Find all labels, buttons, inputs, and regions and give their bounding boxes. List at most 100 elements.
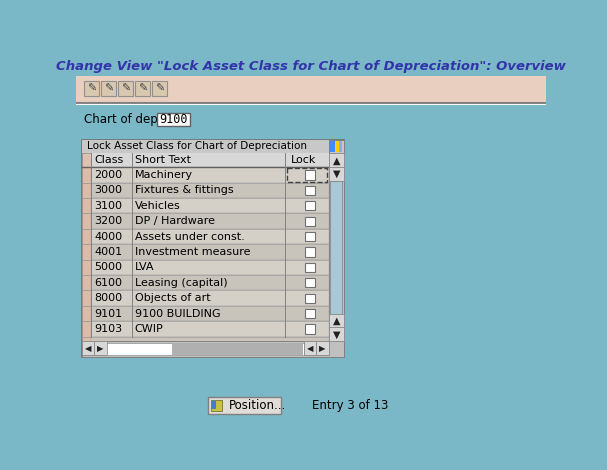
Text: 6100: 6100 [95, 278, 123, 288]
Text: Objects of art: Objects of art [135, 293, 211, 303]
Text: 9100: 9100 [159, 113, 188, 126]
Bar [101, 81, 116, 96]
Bar [211, 400, 222, 411]
Text: ▲: ▲ [333, 315, 340, 326]
Bar [336, 141, 339, 152]
Bar [92, 244, 328, 260]
Text: Entry 3 of 13: Entry 3 of 13 [312, 399, 388, 412]
Bar [152, 81, 168, 96]
Text: Machinery: Machinery [135, 170, 193, 180]
Text: 4001: 4001 [95, 247, 123, 257]
Bar [305, 170, 314, 180]
Bar [305, 263, 314, 272]
Text: Short Text: Short Text [135, 156, 191, 165]
Bar [92, 153, 328, 167]
Bar [92, 260, 328, 275]
Text: Lock Asset Class for Chart of Depreciation: Lock Asset Class for Chart of Depreciati… [87, 141, 307, 151]
Bar [84, 81, 99, 96]
Text: ▼: ▼ [333, 169, 340, 179]
Text: ✎: ✎ [155, 84, 164, 94]
Bar [118, 81, 133, 96]
Text: ▼: ▼ [333, 329, 340, 339]
Bar [316, 341, 328, 355]
Text: ▲: ▲ [333, 156, 340, 165]
Bar [305, 247, 314, 257]
Bar [305, 324, 314, 334]
Bar [82, 260, 92, 275]
Bar [82, 153, 92, 167]
Bar [107, 343, 304, 355]
Bar [92, 321, 328, 337]
Text: ◀: ◀ [307, 345, 313, 353]
Text: Chart of dep.: Chart of dep. [84, 113, 161, 126]
Text: ◀: ◀ [85, 345, 92, 353]
Text: ✎: ✎ [87, 84, 96, 94]
Bar [82, 140, 344, 357]
Bar [82, 140, 328, 153]
Bar [92, 198, 328, 213]
Text: Assets under const.: Assets under const. [135, 232, 245, 242]
Text: 4000: 4000 [95, 232, 123, 242]
Bar [92, 290, 328, 306]
Bar [82, 321, 92, 337]
Text: 5000: 5000 [95, 262, 123, 273]
Text: 3100: 3100 [95, 201, 123, 211]
Bar [208, 397, 281, 414]
Bar [172, 343, 303, 355]
Bar [92, 183, 328, 198]
Bar [135, 81, 151, 96]
Bar [328, 328, 344, 341]
Bar [305, 232, 314, 241]
Bar [82, 229, 92, 244]
Bar [82, 341, 344, 357]
Bar [92, 337, 328, 352]
Text: DP / Hardware: DP / Hardware [135, 216, 215, 226]
Text: 3000: 3000 [95, 185, 123, 196]
Bar [305, 201, 314, 211]
Text: 8000: 8000 [95, 293, 123, 303]
Text: ✎: ✎ [138, 84, 148, 94]
Text: Vehicles: Vehicles [135, 201, 180, 211]
Bar [328, 140, 344, 153]
Text: Lock: Lock [291, 156, 317, 165]
Text: Change View "Lock Asset Class for Chart of Depreciation": Overview: Change View "Lock Asset Class for Chart … [56, 60, 566, 73]
Bar [82, 244, 92, 260]
Text: Fixtures & fittings: Fixtures & fittings [135, 185, 234, 196]
Bar [305, 294, 314, 303]
Bar [328, 167, 344, 181]
Text: Investment measure: Investment measure [135, 247, 250, 257]
Bar [82, 337, 92, 352]
Text: Leasing (capital): Leasing (capital) [135, 278, 228, 288]
Text: ▶: ▶ [98, 345, 104, 353]
Bar [92, 167, 328, 183]
Bar [82, 290, 92, 306]
Text: 3200: 3200 [95, 216, 123, 226]
Bar [330, 181, 342, 313]
Bar [92, 229, 328, 244]
Text: ✎: ✎ [104, 84, 113, 94]
Bar [328, 140, 344, 341]
Bar [328, 153, 344, 167]
Text: ▶: ▶ [319, 345, 325, 353]
Bar [305, 217, 314, 226]
Text: CWIP: CWIP [135, 324, 163, 334]
Bar [339, 141, 342, 152]
Text: ✎: ✎ [121, 84, 130, 94]
Bar [92, 306, 328, 321]
Bar [82, 167, 92, 183]
Bar [287, 168, 327, 182]
Text: Position...: Position... [229, 399, 287, 412]
Text: LVA: LVA [135, 262, 154, 273]
Bar [82, 275, 92, 290]
Bar [76, 56, 546, 77]
Text: Class: Class [95, 156, 124, 165]
Bar [82, 306, 92, 321]
Text: 2000: 2000 [95, 170, 123, 180]
Text: 9100 BUILDING: 9100 BUILDING [135, 309, 220, 319]
Bar [76, 77, 546, 102]
Bar [92, 275, 328, 290]
Bar [82, 183, 92, 198]
Text: 9101: 9101 [95, 309, 123, 319]
Bar [328, 313, 344, 328]
Bar [82, 341, 95, 355]
